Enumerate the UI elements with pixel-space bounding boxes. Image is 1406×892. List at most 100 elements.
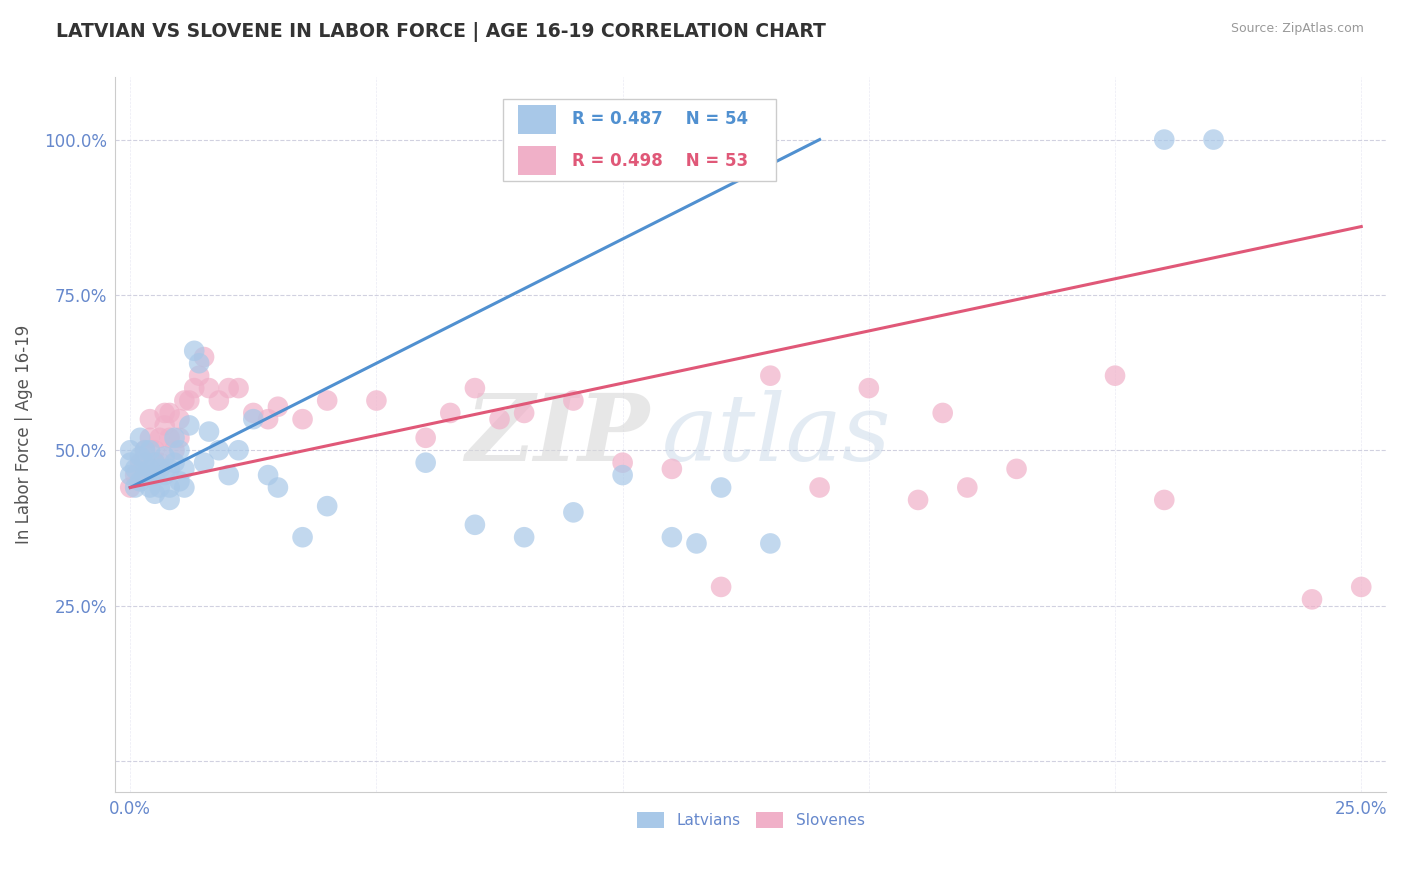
- Point: [143, 487, 166, 501]
- Point: [366, 393, 388, 408]
- Point: [858, 381, 880, 395]
- Point: [257, 468, 280, 483]
- Point: [316, 393, 339, 408]
- Point: [759, 536, 782, 550]
- Point: [1202, 132, 1225, 146]
- Point: [159, 481, 181, 495]
- Point: [124, 462, 146, 476]
- Point: [169, 431, 191, 445]
- Point: [907, 492, 929, 507]
- FancyBboxPatch shape: [503, 99, 776, 181]
- Point: [1153, 492, 1175, 507]
- Point: [612, 468, 634, 483]
- Point: [228, 381, 250, 395]
- Point: [439, 406, 461, 420]
- Point: [193, 350, 215, 364]
- Point: [562, 505, 585, 519]
- Text: atlas: atlas: [662, 390, 891, 480]
- Point: [661, 462, 683, 476]
- Text: ZIP: ZIP: [465, 390, 650, 480]
- Point: [159, 431, 181, 445]
- Point: [1005, 462, 1028, 476]
- Point: [159, 492, 181, 507]
- Point: [134, 468, 156, 483]
- Point: [710, 481, 733, 495]
- Point: [169, 443, 191, 458]
- Point: [129, 450, 152, 464]
- Point: [149, 462, 172, 476]
- Point: [139, 431, 162, 445]
- Point: [173, 393, 195, 408]
- Point: [169, 475, 191, 489]
- Point: [139, 481, 162, 495]
- Point: [134, 468, 156, 483]
- Point: [316, 499, 339, 513]
- Point: [129, 456, 152, 470]
- Point: [143, 456, 166, 470]
- Point: [124, 481, 146, 495]
- Point: [188, 368, 211, 383]
- Point: [267, 481, 290, 495]
- Point: [139, 412, 162, 426]
- Point: [1153, 132, 1175, 146]
- Point: [179, 393, 201, 408]
- Point: [149, 481, 172, 495]
- Point: [1301, 592, 1323, 607]
- Text: R = 0.498    N = 53: R = 0.498 N = 53: [571, 152, 748, 169]
- Point: [188, 356, 211, 370]
- Point: [163, 431, 186, 445]
- Point: [808, 481, 831, 495]
- Text: Source: ZipAtlas.com: Source: ZipAtlas.com: [1230, 22, 1364, 36]
- Point: [464, 381, 486, 395]
- Point: [153, 468, 176, 483]
- Point: [120, 456, 142, 470]
- Point: [173, 462, 195, 476]
- Point: [267, 400, 290, 414]
- Point: [159, 462, 181, 476]
- FancyBboxPatch shape: [519, 105, 557, 134]
- Point: [228, 443, 250, 458]
- Point: [612, 456, 634, 470]
- Y-axis label: In Labor Force | Age 16-19: In Labor Force | Age 16-19: [15, 325, 32, 544]
- Point: [183, 381, 205, 395]
- Point: [149, 456, 172, 470]
- Point: [193, 456, 215, 470]
- Point: [956, 481, 979, 495]
- Point: [562, 393, 585, 408]
- Point: [291, 412, 314, 426]
- Point: [415, 456, 437, 470]
- Point: [759, 368, 782, 383]
- Point: [134, 443, 156, 458]
- Point: [143, 456, 166, 470]
- Point: [218, 381, 240, 395]
- Point: [120, 468, 142, 483]
- Point: [163, 456, 186, 470]
- Point: [134, 456, 156, 470]
- Point: [149, 431, 172, 445]
- Point: [124, 468, 146, 483]
- Point: [931, 406, 953, 420]
- Point: [153, 418, 176, 433]
- Point: [1350, 580, 1372, 594]
- Point: [513, 406, 536, 420]
- Point: [661, 530, 683, 544]
- Point: [163, 443, 186, 458]
- Point: [198, 381, 221, 395]
- Text: R = 0.487    N = 54: R = 0.487 N = 54: [571, 111, 748, 128]
- Point: [169, 412, 191, 426]
- Point: [129, 431, 152, 445]
- Text: LATVIAN VS SLOVENE IN LABOR FORCE | AGE 16-19 CORRELATION CHART: LATVIAN VS SLOVENE IN LABOR FORCE | AGE …: [56, 22, 827, 42]
- Point: [291, 530, 314, 544]
- Point: [198, 425, 221, 439]
- Point: [143, 468, 166, 483]
- Point: [159, 406, 181, 420]
- Point: [129, 475, 152, 489]
- Point: [513, 530, 536, 544]
- Point: [208, 393, 231, 408]
- Point: [242, 412, 264, 426]
- Point: [242, 406, 264, 420]
- Point: [257, 412, 280, 426]
- Legend: Latvians, Slovenes: Latvians, Slovenes: [631, 806, 870, 834]
- Point: [120, 443, 142, 458]
- Point: [139, 443, 162, 458]
